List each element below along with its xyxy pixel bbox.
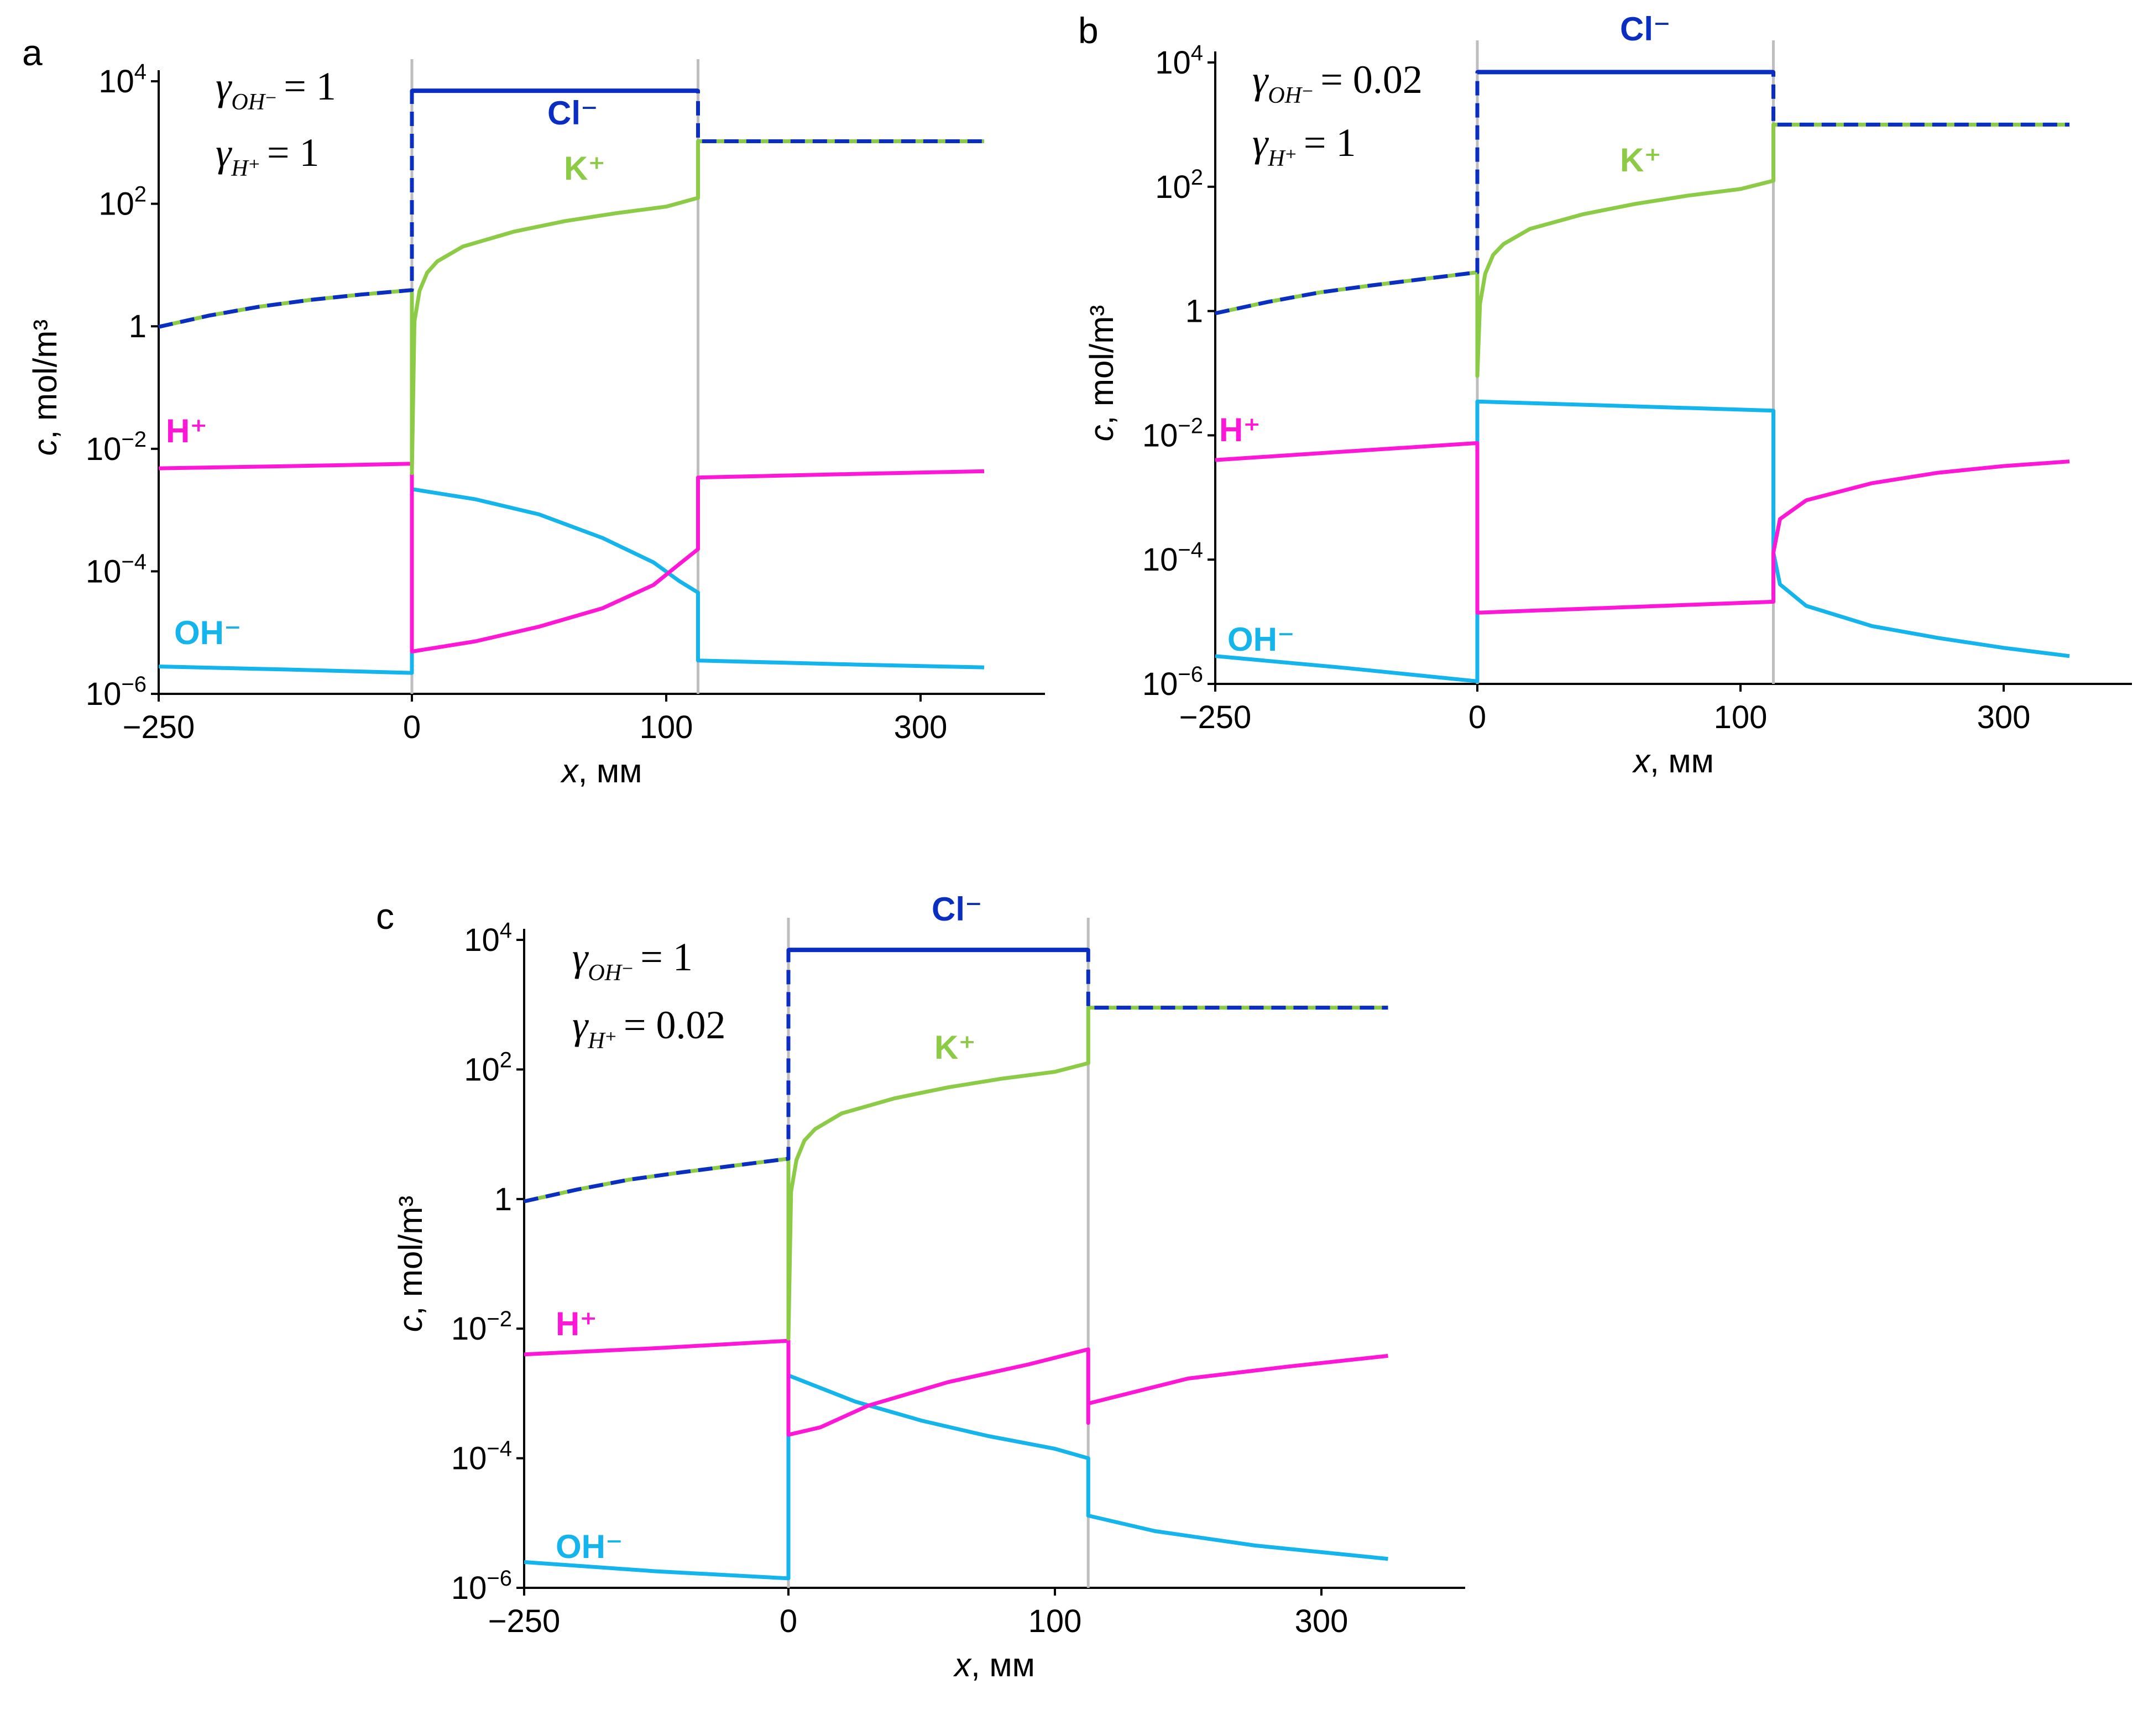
y-axis-title: c, mol/m³ — [392, 1196, 429, 1332]
species-label-h: H⁺ — [1219, 411, 1261, 448]
series-oh-line — [524, 1373, 1388, 1581]
y-tick-label: 102 — [98, 182, 147, 222]
species-label-k: K⁺ — [564, 150, 605, 187]
series-cl-line — [524, 948, 1388, 1204]
panel-letter: b — [1078, 10, 1099, 51]
panel-letter: c — [376, 896, 394, 937]
y-tick-label: 104 — [1155, 41, 1203, 81]
x-tick-label: −250 — [488, 1603, 561, 1639]
x-tick-label: −250 — [123, 709, 195, 745]
x-tick-label: 300 — [894, 709, 948, 745]
y-tick-label: 1 — [129, 308, 147, 344]
series-h-line — [524, 1338, 1388, 1437]
series-cl-line — [1215, 70, 2069, 316]
species-label-oh: OH⁻ — [556, 1528, 623, 1565]
panel-a: a 104 102 1 10−2 10−4 10−6−250 0 100 300 x, мм c, m… — [22, 32, 1045, 789]
y-tick-label: 10−2 — [1142, 414, 1203, 453]
x-tick-label: 300 — [1295, 1603, 1348, 1639]
x-axis-title: x, мм — [1632, 742, 1714, 780]
series-k-line — [158, 139, 984, 475]
species-label-oh: OH⁻ — [174, 614, 242, 651]
x-axis-title: x, мм — [953, 1646, 1035, 1683]
x-axis-title: x, мм — [560, 752, 642, 789]
y-tick-label: 102 — [1155, 165, 1203, 205]
y-tick-label: 102 — [464, 1048, 512, 1087]
series-h-line — [1215, 441, 2070, 615]
species-label-k: K⁺ — [934, 1029, 976, 1066]
species-label-cl: Cl⁻ — [547, 95, 598, 132]
x-tick-label: 100 — [1028, 1603, 1082, 1639]
x-tick-label: 0 — [1468, 699, 1486, 735]
y-tick-label: 10−6 — [86, 672, 147, 712]
species-label-h: H⁺ — [556, 1305, 597, 1342]
species-label-k: K⁺ — [1620, 142, 1661, 179]
gamma-h-label: γH⁺ = 1 — [216, 130, 319, 181]
gamma-oh-label: γOH⁻ = 1 — [216, 64, 336, 115]
series-h-line — [158, 462, 985, 653]
x-tick-label: −250 — [1179, 699, 1252, 735]
y-tick-label: 1 — [1185, 294, 1203, 330]
species-label-cl: Cl⁻ — [1620, 11, 1671, 48]
gamma-oh-label: γOH⁻ = 0.02 — [1252, 57, 1423, 108]
y-tick-label: 1 — [494, 1181, 512, 1217]
panel-c: c 104 102 1 10−2 10−4 10−6−250 0 100 300 x, мм c, m… — [376, 891, 1465, 1683]
y-axis-title: c, mol/m³ — [27, 320, 64, 456]
panel-b: b 104 102 1 10−2 10−4 10−6−250 0 100 300 x, мм c, m… — [1078, 10, 2132, 780]
x-tick-label: 0 — [780, 1603, 797, 1639]
y-tick-label: 10−6 — [451, 1566, 512, 1606]
panel-letter: a — [22, 32, 43, 73]
species-label-oh: OH⁻ — [1227, 621, 1295, 658]
y-tick-label: 10−4 — [451, 1437, 512, 1477]
x-tick-label: 300 — [1977, 699, 2031, 735]
x-tick-label: 100 — [640, 709, 693, 745]
species-label-cl: Cl⁻ — [932, 891, 982, 928]
y-tick-label: 104 — [464, 918, 512, 958]
y-tick-label: 10−2 — [86, 427, 147, 467]
gamma-h-label: γH⁺ = 0.02 — [572, 1003, 725, 1054]
x-tick-label: 100 — [1714, 699, 1768, 735]
gamma-oh-label: γOH⁻ = 1 — [572, 935, 693, 986]
gamma-h-label: γH⁺ = 1 — [1252, 121, 1356, 171]
y-tick-label: 10−2 — [451, 1307, 512, 1347]
series-cl-line — [158, 88, 984, 329]
y-tick-label: 10−6 — [1142, 662, 1203, 702]
y-tick-label: 10−4 — [1142, 538, 1203, 578]
y-tick-label: 10−4 — [86, 550, 147, 589]
series-oh-line — [1215, 399, 2070, 683]
species-label-h: H⁺ — [166, 412, 207, 449]
y-axis-title: c, mol/m³ — [1083, 305, 1120, 442]
series-oh-line — [158, 487, 985, 675]
y-tick-label: 104 — [98, 60, 147, 100]
x-tick-label: 0 — [403, 709, 421, 745]
